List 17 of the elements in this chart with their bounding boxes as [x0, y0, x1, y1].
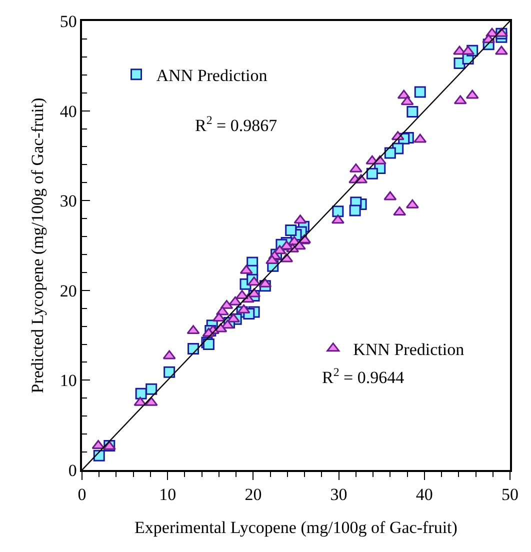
x-tick-label: 20: [244, 485, 262, 504]
legend-label: ANN Prediction: [156, 66, 268, 86]
x-tick-label: 40: [416, 485, 433, 504]
y-tick-label: 10: [60, 371, 77, 390]
y-tick-label: 50: [60, 12, 77, 31]
x-tick-label: 50: [502, 485, 518, 504]
y-tick-label: 30: [60, 192, 77, 211]
annotation: R$^{2}$ = 0.9644: [322, 365, 405, 388]
legend-label: KNN Prediction: [353, 340, 465, 359]
annotation: R$^{2}$ = 0.9867: [195, 113, 278, 136]
x-tick-label: 10: [159, 485, 176, 504]
x-axis-title: Experimental Lycopene (mg/100g of Gac-fruit): [134, 518, 458, 538]
y-axis-title: Predicted Lycopene (mg/100g of Gac-fruit): [28, 98, 47, 394]
y-tick-label: 40: [60, 102, 77, 121]
x-tick-label: 30: [330, 485, 348, 504]
y-tick-label: 20: [60, 281, 77, 300]
y-tick-label: 0: [68, 460, 77, 480]
